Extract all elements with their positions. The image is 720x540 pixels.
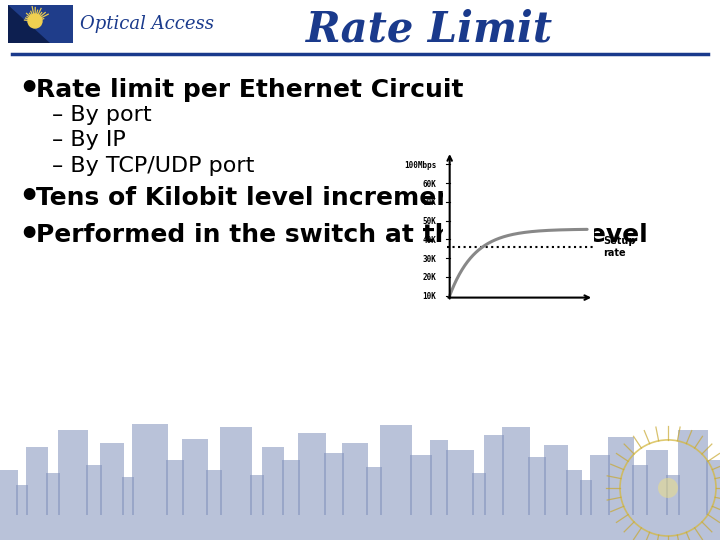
Bar — [342, 443, 368, 515]
Bar — [26, 447, 48, 515]
Bar — [324, 453, 344, 515]
Bar — [528, 457, 546, 515]
Bar — [182, 439, 208, 515]
Bar — [366, 467, 382, 515]
Bar — [0, 470, 18, 515]
Bar — [16, 485, 28, 515]
Bar — [580, 480, 592, 515]
Bar — [706, 460, 720, 515]
Bar — [100, 443, 124, 515]
Text: Rate Limit: Rate Limit — [307, 9, 554, 51]
Text: Performed in the switch at the access level: Performed in the switch at the access le… — [36, 223, 648, 247]
Bar — [0, 515, 720, 540]
Bar — [206, 470, 222, 515]
Bar — [166, 460, 184, 515]
Bar — [484, 435, 504, 515]
Bar — [122, 477, 134, 515]
Bar — [46, 473, 60, 515]
Bar — [380, 425, 412, 515]
Text: – By IP: – By IP — [52, 130, 126, 150]
Text: •: • — [18, 73, 40, 106]
Bar — [132, 417, 168, 515]
Text: Optical Access: Optical Access — [80, 15, 214, 33]
Bar — [502, 427, 530, 515]
Bar — [86, 465, 102, 515]
Bar — [446, 450, 474, 515]
Bar — [410, 455, 432, 515]
Bar — [646, 450, 668, 515]
Bar — [608, 437, 634, 515]
Bar — [298, 433, 326, 515]
Bar — [430, 440, 448, 515]
Bar — [566, 470, 582, 515]
Text: Rate limit per Ethernet Circuit: Rate limit per Ethernet Circuit — [36, 78, 464, 102]
Bar — [282, 460, 300, 515]
Bar — [544, 445, 568, 515]
Circle shape — [658, 478, 678, 498]
Bar — [678, 430, 708, 515]
Bar — [262, 447, 284, 515]
Text: •: • — [18, 181, 40, 214]
Circle shape — [28, 14, 42, 28]
Bar — [58, 430, 88, 515]
Text: Setup
rate: Setup rate — [603, 236, 636, 258]
Bar — [220, 427, 252, 515]
Text: – By port: – By port — [52, 105, 152, 125]
Bar — [250, 475, 264, 515]
Text: Tens of Kilobit level increments: Tens of Kilobit level increments — [36, 186, 481, 210]
Bar — [472, 473, 486, 515]
FancyBboxPatch shape — [8, 5, 73, 43]
Bar — [666, 475, 680, 515]
Text: •: • — [18, 219, 40, 252]
Text: – By TCP/UDP port: – By TCP/UDP port — [52, 156, 254, 176]
Bar — [590, 455, 610, 515]
Bar — [632, 465, 648, 515]
Polygon shape — [8, 5, 50, 43]
